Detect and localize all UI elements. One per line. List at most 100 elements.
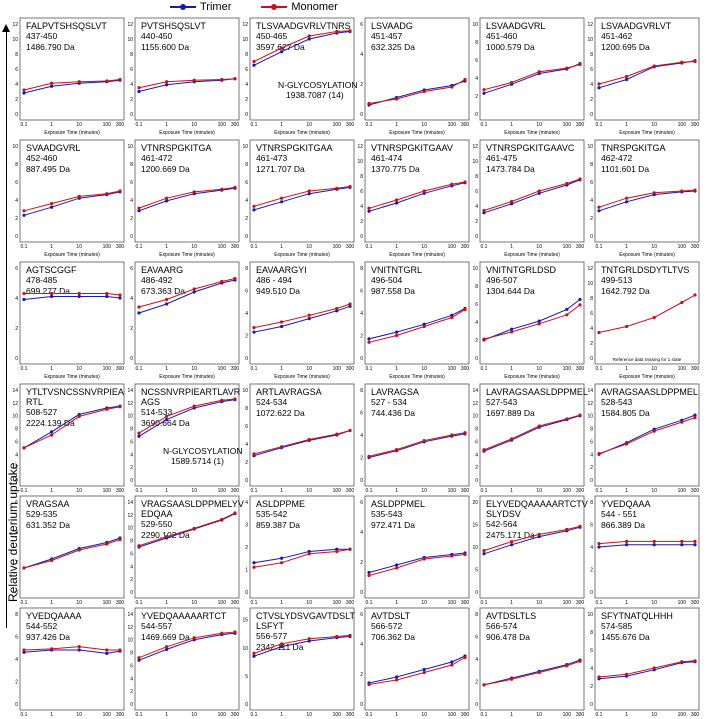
y-tick-label: 2 bbox=[130, 689, 133, 695]
data-point-monomer bbox=[335, 186, 339, 190]
x-tick-label: 10 bbox=[306, 600, 312, 606]
data-point-trimer bbox=[50, 205, 54, 209]
y-tick-label: 10 bbox=[127, 144, 133, 150]
panel-12: 0 2 4 6 8 10 0.1 1 10 100 300 Exposure Time (minute… bbox=[587, 139, 700, 258]
data-point-monomer bbox=[367, 682, 371, 687]
data-point-monomer bbox=[482, 683, 486, 687]
legend-monomer-line bbox=[261, 4, 288, 10]
x-tick-label: 0.1 bbox=[136, 366, 143, 372]
x-tick-label: 1 bbox=[625, 244, 628, 250]
y-tick-label: 4 bbox=[475, 320, 478, 326]
panel-frame bbox=[594, 607, 700, 711]
x-tick-label: 300 bbox=[461, 600, 470, 606]
data-point-trimer bbox=[680, 543, 684, 547]
panel-frame bbox=[364, 139, 470, 243]
panel-mass: 887.495 Da bbox=[26, 164, 70, 174]
data-point-monomer bbox=[463, 77, 467, 82]
panel-mass: 2475.171 Da bbox=[486, 530, 535, 540]
x-tick-label: 100 bbox=[678, 122, 687, 128]
data-point-monomer bbox=[693, 188, 697, 192]
x-tick-label: 1 bbox=[50, 122, 53, 128]
data-point-monomer bbox=[280, 642, 284, 646]
y-tick-label: 0 bbox=[475, 590, 478, 596]
x-tick-label: 300 bbox=[576, 712, 585, 718]
data-point-monomer bbox=[367, 206, 371, 210]
y-tick-label: 8 bbox=[130, 539, 133, 545]
data-point-monomer bbox=[307, 189, 311, 193]
y-tick-label: 8 bbox=[15, 612, 18, 618]
data-point-monomer bbox=[597, 205, 601, 209]
x-tick-label: 0.1 bbox=[21, 244, 28, 250]
y-tick-label: 0 bbox=[130, 478, 133, 484]
panel-frame bbox=[594, 495, 700, 599]
data-point-trimer bbox=[280, 50, 284, 54]
data-point-monomer bbox=[233, 185, 237, 189]
x-axis-label: Exposure Time (minutes) bbox=[504, 130, 560, 136]
panel-range: 478-485 bbox=[26, 275, 57, 285]
data-point-monomer bbox=[118, 648, 122, 652]
data-point-monomer bbox=[165, 297, 169, 302]
y-tick-label: 8 bbox=[245, 266, 248, 272]
x-tick-label: 0.1 bbox=[596, 488, 603, 494]
x-tick-label: 10 bbox=[76, 366, 82, 372]
panel-title: AVRAGSAASLDPPMEL bbox=[601, 387, 698, 397]
panel-range: 566-574 bbox=[486, 621, 517, 631]
x-tick-label: 0.1 bbox=[21, 600, 28, 606]
y-tick-label: 4 bbox=[130, 296, 133, 302]
x-tick-label: 10 bbox=[651, 712, 657, 718]
y-tick-label: 6 bbox=[15, 500, 18, 506]
x-tick-label: 10 bbox=[651, 244, 657, 250]
data-point-monomer bbox=[220, 187, 224, 191]
panel-mass: 937.426 Da bbox=[26, 632, 70, 642]
x-tick-label: 0.1 bbox=[481, 712, 488, 718]
x-tick-label: 100 bbox=[218, 122, 227, 128]
data-point-monomer bbox=[348, 302, 352, 306]
data-point-trimer bbox=[482, 211, 486, 215]
y-tick-label: 12 bbox=[587, 401, 593, 407]
panel-range: 528-543 bbox=[601, 397, 632, 407]
y-tick-label: 6 bbox=[245, 180, 248, 186]
legend-monomer-label: Monomer bbox=[291, 1, 338, 13]
x-tick-label: 300 bbox=[346, 712, 355, 718]
y-tick-label: 6 bbox=[360, 500, 363, 506]
panel-frame bbox=[594, 261, 700, 365]
x-tick-label: 300 bbox=[576, 366, 585, 372]
panel-title: AVTDSLTLS bbox=[486, 611, 536, 621]
panel-4: 0 2 4 6 0.1 1 10 100 300 Exposure Time (minutes) L… bbox=[360, 17, 470, 136]
x-tick-label: 10 bbox=[191, 122, 197, 128]
panel-title: SLYDSV bbox=[486, 509, 521, 519]
x-tick-label: 300 bbox=[576, 244, 585, 250]
panel-18: 0 2 4 6 8 10 12 0.1 1 10 100 300 Exposure Time (minu… bbox=[587, 261, 700, 380]
panel-frame bbox=[249, 495, 355, 599]
data-point-monomer bbox=[137, 656, 141, 660]
y-tick-label: 6 bbox=[360, 289, 363, 295]
panel-15: 0 2 4 6 8 0.1 1 10 100 300 Exposure Time (minutes)… bbox=[245, 261, 355, 380]
panel-title: VNITNTGRLDSD bbox=[486, 265, 557, 275]
x-tick-label: 10 bbox=[306, 244, 312, 250]
panel-mass: 1370.775 Da bbox=[371, 164, 420, 174]
data-point-trimer bbox=[252, 63, 256, 67]
y-tick-label: 2 bbox=[15, 465, 18, 471]
y-tick-label: 8 bbox=[360, 388, 363, 394]
x-tick-label: 10 bbox=[536, 488, 542, 494]
x-tick-label: 0.1 bbox=[481, 122, 488, 128]
panel-title: YTLTVSNCSSNVRPIEA bbox=[26, 387, 124, 397]
y-tick-label: 6 bbox=[15, 266, 18, 272]
y-tick-label: 0 bbox=[130, 702, 133, 708]
y-tick-label: 6 bbox=[360, 411, 363, 417]
x-tick-label: 1 bbox=[280, 600, 283, 606]
panel-range: 566-572 bbox=[371, 621, 402, 631]
x-axis-label: Exposure Time (minutes) bbox=[44, 130, 100, 136]
x-tick-label: 1 bbox=[280, 122, 283, 128]
y-tick-label: 0 bbox=[475, 356, 478, 362]
x-tick-label: 100 bbox=[218, 366, 227, 372]
data-point-trimer bbox=[77, 294, 81, 299]
data-point-monomer bbox=[165, 196, 169, 200]
data-point-trimer bbox=[537, 319, 541, 323]
x-tick-label: 100 bbox=[563, 122, 572, 128]
y-tick-label: 5 bbox=[475, 568, 478, 574]
panel-mass: 1200.669 Da bbox=[141, 164, 190, 174]
y-tick-label: 10 bbox=[357, 159, 363, 165]
data-point-trimer bbox=[50, 430, 54, 434]
